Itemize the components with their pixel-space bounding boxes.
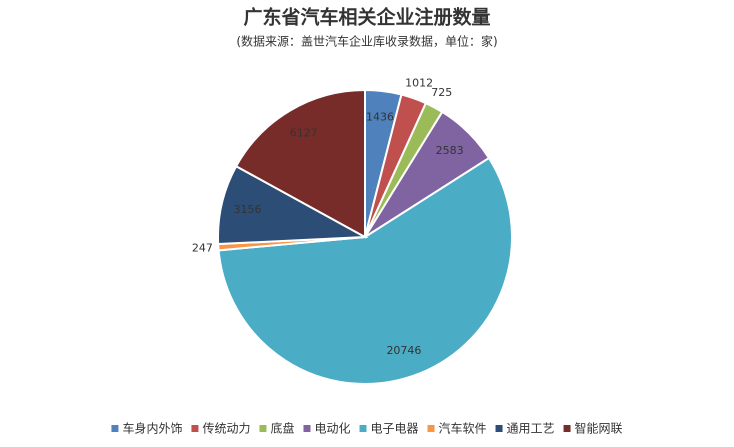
legend-swatch <box>495 425 503 432</box>
legend-label: 通用工艺 <box>507 422 555 436</box>
legend-swatch <box>563 425 571 432</box>
data-label: 2583 <box>436 144 464 157</box>
data-label: 1012 <box>405 76 433 89</box>
legend-swatch <box>191 425 199 432</box>
chart-subtitle: (数据来源：盖世汽车企业库收录数据，单位：家) <box>236 34 497 49</box>
legend-swatch <box>111 425 119 432</box>
legend-label: 车身内外饰 <box>122 421 182 436</box>
pie-slice <box>217 164 369 246</box>
data-label: 725 <box>431 86 452 99</box>
data-label: 1436 <box>366 110 394 123</box>
legend-swatch <box>427 425 435 432</box>
pie-slice <box>234 88 366 239</box>
legend-swatch <box>259 425 267 432</box>
legend-label: 智能网联 <box>575 421 623 436</box>
legend-label: 汽车软件 <box>439 421 487 436</box>
pie-slice <box>217 156 513 385</box>
legend-label: 电子电器 <box>371 422 419 436</box>
legend-swatch <box>303 425 311 432</box>
chart-title: 广东省汽车相关企业注册数量 <box>243 6 490 29</box>
legend-label: 电动化 <box>314 422 350 436</box>
legend-swatch <box>359 425 367 432</box>
legend-label: 传统动力 <box>202 421 250 436</box>
legend-label: 底盘 <box>270 421 294 436</box>
data-label: 3156 <box>234 203 262 216</box>
data-label: 247 <box>192 241 213 254</box>
data-label: 6127 <box>290 126 318 139</box>
data-label: 20746 <box>386 344 421 357</box>
